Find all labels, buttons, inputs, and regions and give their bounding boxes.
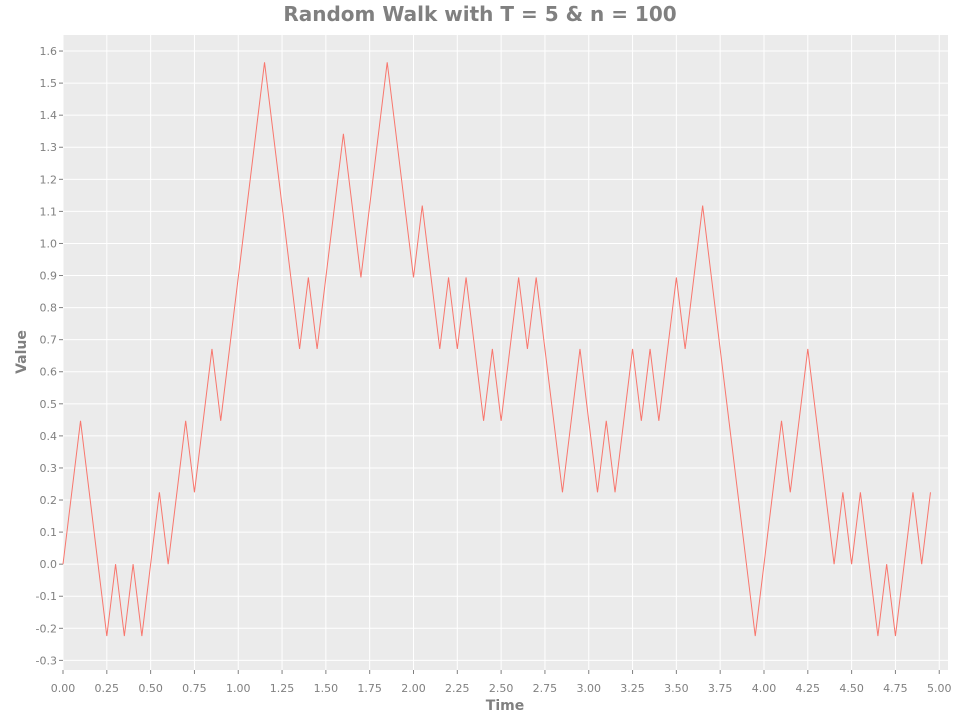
y-tick-label: 1.6	[40, 45, 58, 58]
y-axis-label: Value	[14, 330, 30, 374]
x-tick-label: 3.25	[620, 682, 645, 695]
y-tick-label: 0.2	[40, 494, 58, 507]
y-tick-label: 1.2	[40, 173, 58, 186]
y-tick-label: 0.6	[40, 366, 58, 379]
x-axis-label: Time	[486, 698, 524, 714]
y-tick-label: 0.4	[40, 430, 58, 443]
y-tick-label: 0.0	[40, 558, 58, 571]
x-tick-label: 2.25	[445, 682, 470, 695]
y-tick-label: 0.7	[40, 334, 58, 347]
x-tick-label: 4.00	[752, 682, 777, 695]
y-tick-label: 0.5	[40, 398, 58, 411]
series-layer	[62, 62, 931, 637]
x-tick-label: 4.75	[883, 682, 908, 695]
x-tick-label: 0.00	[51, 682, 76, 695]
x-tick-label: 1.75	[357, 682, 382, 695]
y-tick-label: 1.4	[40, 109, 58, 122]
y-tick-label: 1.5	[40, 77, 58, 90]
x-tick-label: 3.50	[664, 682, 689, 695]
y-tick-label: 1.0	[40, 237, 58, 250]
x-tick-label: 0.25	[95, 682, 120, 695]
y-tick-label: -0.1	[36, 590, 57, 603]
x-tick-label: 1.00	[226, 682, 251, 695]
x-tick-label: 2.00	[401, 682, 426, 695]
y-tick-label: 0.9	[40, 270, 58, 283]
y-tick-label: -0.3	[36, 654, 57, 667]
x-tick-label: 4.25	[796, 682, 821, 695]
x-tick-label: 3.75	[708, 682, 733, 695]
x-tick-label: 1.50	[314, 682, 339, 695]
y-tick-label: 0.1	[40, 526, 58, 539]
y-tick-label: 1.1	[40, 205, 58, 218]
grid-lines	[62, 35, 948, 670]
y-tick-label: 0.3	[40, 462, 58, 475]
x-tick-label: 1.25	[270, 682, 295, 695]
axis-ticks: 0.00 0.25 0.50 0.75 1.00 1.25 1.50 1.75 2.00 2.25…	[36, 45, 952, 695]
plot-area	[63, 35, 948, 670]
x-tick-label: 3.00	[576, 682, 601, 695]
x-tick-label: 2.75	[533, 682, 558, 695]
x-tick-label: 0.50	[138, 682, 163, 695]
series-line	[62, 62, 931, 637]
x-tick-label: 5.00	[927, 682, 952, 695]
x-tick-label: 2.50	[489, 682, 514, 695]
chart-title: Random Walk with T = 5 & n = 100	[283, 2, 676, 26]
y-tick-label: -0.2	[36, 622, 57, 635]
x-tick-label: 4.50	[839, 682, 864, 695]
y-tick-label: 0.8	[40, 302, 58, 315]
y-tick-label: 1.3	[40, 141, 58, 154]
x-tick-label: 0.75	[182, 682, 207, 695]
